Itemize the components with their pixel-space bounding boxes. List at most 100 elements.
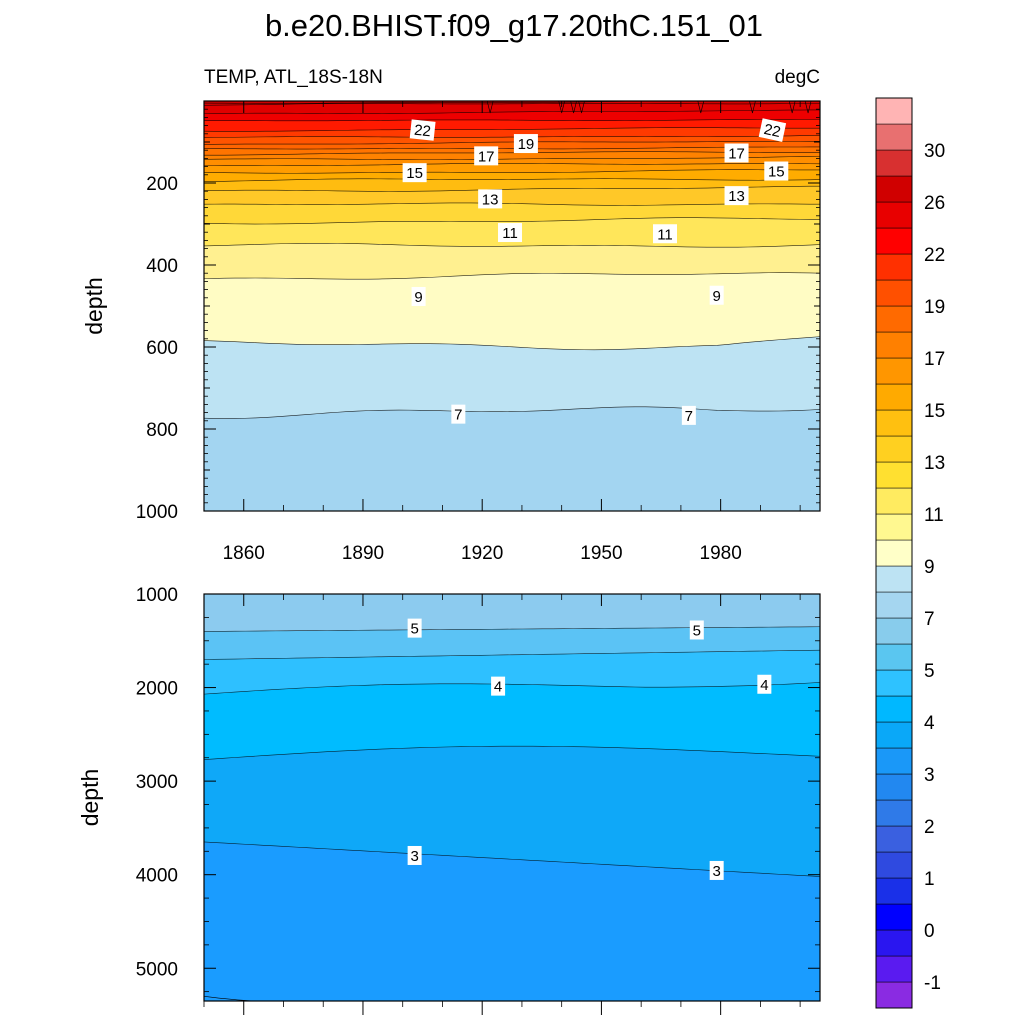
upper-isotherm-line (203, 155, 821, 161)
colorbar-swatch (875, 253, 913, 281)
colorbar-frame (875, 97, 913, 1009)
lower-y-tick-label: 2000 (136, 679, 178, 700)
contour-label-text: 3 (712, 863, 720, 880)
colorbar-swatch (875, 903, 913, 931)
colorbar-swatch (875, 305, 913, 333)
upper-contour-label: 13 (478, 189, 503, 209)
colorbar-tick-label: 17 (924, 349, 945, 370)
upper-isotherm-line (203, 119, 821, 122)
colorbar-swatch (875, 747, 913, 775)
colorbar-tick-label: 26 (924, 193, 945, 214)
contour-label-text: 3 (410, 848, 418, 865)
lower-band-fill (204, 594, 820, 632)
lower-contour-label: 5 (407, 618, 422, 638)
upper-surface-contour (558, 100, 565, 114)
upper-isotherm-line (203, 140, 821, 145)
upper-y-tick-label: 600 (146, 338, 178, 359)
colorbar-tick-label: 7 (924, 609, 935, 630)
contour-label-box (498, 223, 523, 243)
upper-x-tick-label: 1950 (580, 543, 622, 564)
contour-label-text: 13 (728, 188, 745, 205)
upper-x-tick-label: 1920 (461, 543, 503, 564)
contour-label-box (764, 161, 789, 181)
upper-isotherm-line (203, 127, 821, 132)
contour-label-text: 4 (494, 679, 502, 696)
upper-y-tick-label: 400 (146, 256, 178, 277)
colorbar-tick-label: 22 (924, 245, 945, 266)
upper-isotherm-line (203, 151, 821, 156)
lower-y-tick-label: 4000 (136, 866, 178, 887)
contour-label-box (724, 186, 749, 206)
chart-title: b.e20.BHIST.f09_g17.20thC.151_01 (265, 8, 763, 43)
colorbar-tick-label: 15 (924, 401, 945, 422)
contour-label-box (757, 674, 772, 694)
colorbar-swatch (875, 409, 913, 437)
contour-label-text: 4 (760, 677, 768, 694)
upper-contour-label: 22 (758, 118, 787, 142)
upper-isotherm-line (203, 406, 821, 419)
contour-label-text: 7 (454, 407, 462, 424)
colorbar-swatch (875, 227, 913, 255)
upper-isotherm-line (203, 102, 821, 106)
colorbar-swatch (875, 487, 913, 515)
colorbar-swatch (875, 97, 913, 125)
upper-surface-contour (697, 100, 705, 114)
upper-isotherm-line (203, 169, 821, 174)
colorbar-swatch (875, 695, 913, 723)
colorbar-swatch (875, 539, 913, 567)
colorbar-swatch (875, 591, 913, 619)
colorbar-tick-label: 13 (924, 453, 945, 474)
upper-contour-label: 15 (764, 161, 789, 181)
colorbar-tick-label: 5 (924, 661, 935, 682)
upper-y-tick-label: 800 (146, 420, 178, 441)
lower-y-tick-label: 3000 (136, 772, 178, 793)
upper-isotherm-line (203, 272, 821, 280)
upper-contour-label: 9 (411, 286, 426, 306)
colorbar-swatch (875, 123, 913, 151)
upper-x-tick-label: 1860 (223, 543, 265, 564)
contour-label-text: 9 (712, 288, 720, 305)
colorbar-tick-label: 4 (924, 713, 935, 734)
upper-isotherm-line (203, 178, 821, 182)
upper-contour-label: 9 (709, 285, 724, 305)
upper-contour-label: 11 (498, 223, 523, 243)
upper-x-tick-label: 1980 (700, 543, 742, 564)
colorbar-tick-label: -1 (924, 973, 941, 994)
upper-contour-label: 17 (474, 146, 499, 166)
lower-contour-label: 4 (757, 674, 772, 694)
colorbar-swatch (875, 773, 913, 801)
lower-y-tick-label: 1000 (136, 585, 178, 606)
upper-y-tick-label: 200 (146, 174, 178, 195)
lower-contour-label: 5 (689, 620, 704, 640)
upper-surface-contour (749, 100, 756, 114)
colorbar-swatch (875, 669, 913, 697)
colorbar-swatch (875, 513, 913, 541)
contour-label-box (402, 163, 427, 183)
colorbar-swatch (875, 149, 913, 177)
lower-bands (204, 594, 820, 1001)
colorbar-swatch (875, 617, 913, 645)
upper-contour-label: 15 (402, 163, 427, 183)
upper-surface-contour (788, 100, 796, 114)
upper-isotherm-line (203, 146, 821, 150)
colorbar-swatch (875, 565, 913, 593)
upper-isotherm-line (203, 202, 821, 206)
contour-label-box (409, 119, 436, 141)
upper-surface-contour (578, 100, 585, 114)
colorbar-swatch (875, 929, 913, 957)
contour-label-box (681, 405, 696, 425)
contour-label-box (513, 134, 538, 154)
lower-contour-label: 4 (491, 676, 506, 696)
colorbar-swatch (875, 461, 913, 489)
contour-label-text: 17 (728, 145, 745, 162)
lower-isotherm-line (203, 745, 821, 760)
contour-label-box (709, 860, 724, 880)
upper-y-axis-label: depth (81, 277, 107, 335)
colorbar-swatch (875, 331, 913, 359)
colorbar-tick-label: 2 (924, 817, 935, 838)
lower-y-axis-label: depth (77, 769, 103, 827)
colorbar-swatch (875, 383, 913, 411)
colorbar-tick-label: 0 (924, 921, 935, 942)
lower-isotherm-line (203, 682, 821, 695)
